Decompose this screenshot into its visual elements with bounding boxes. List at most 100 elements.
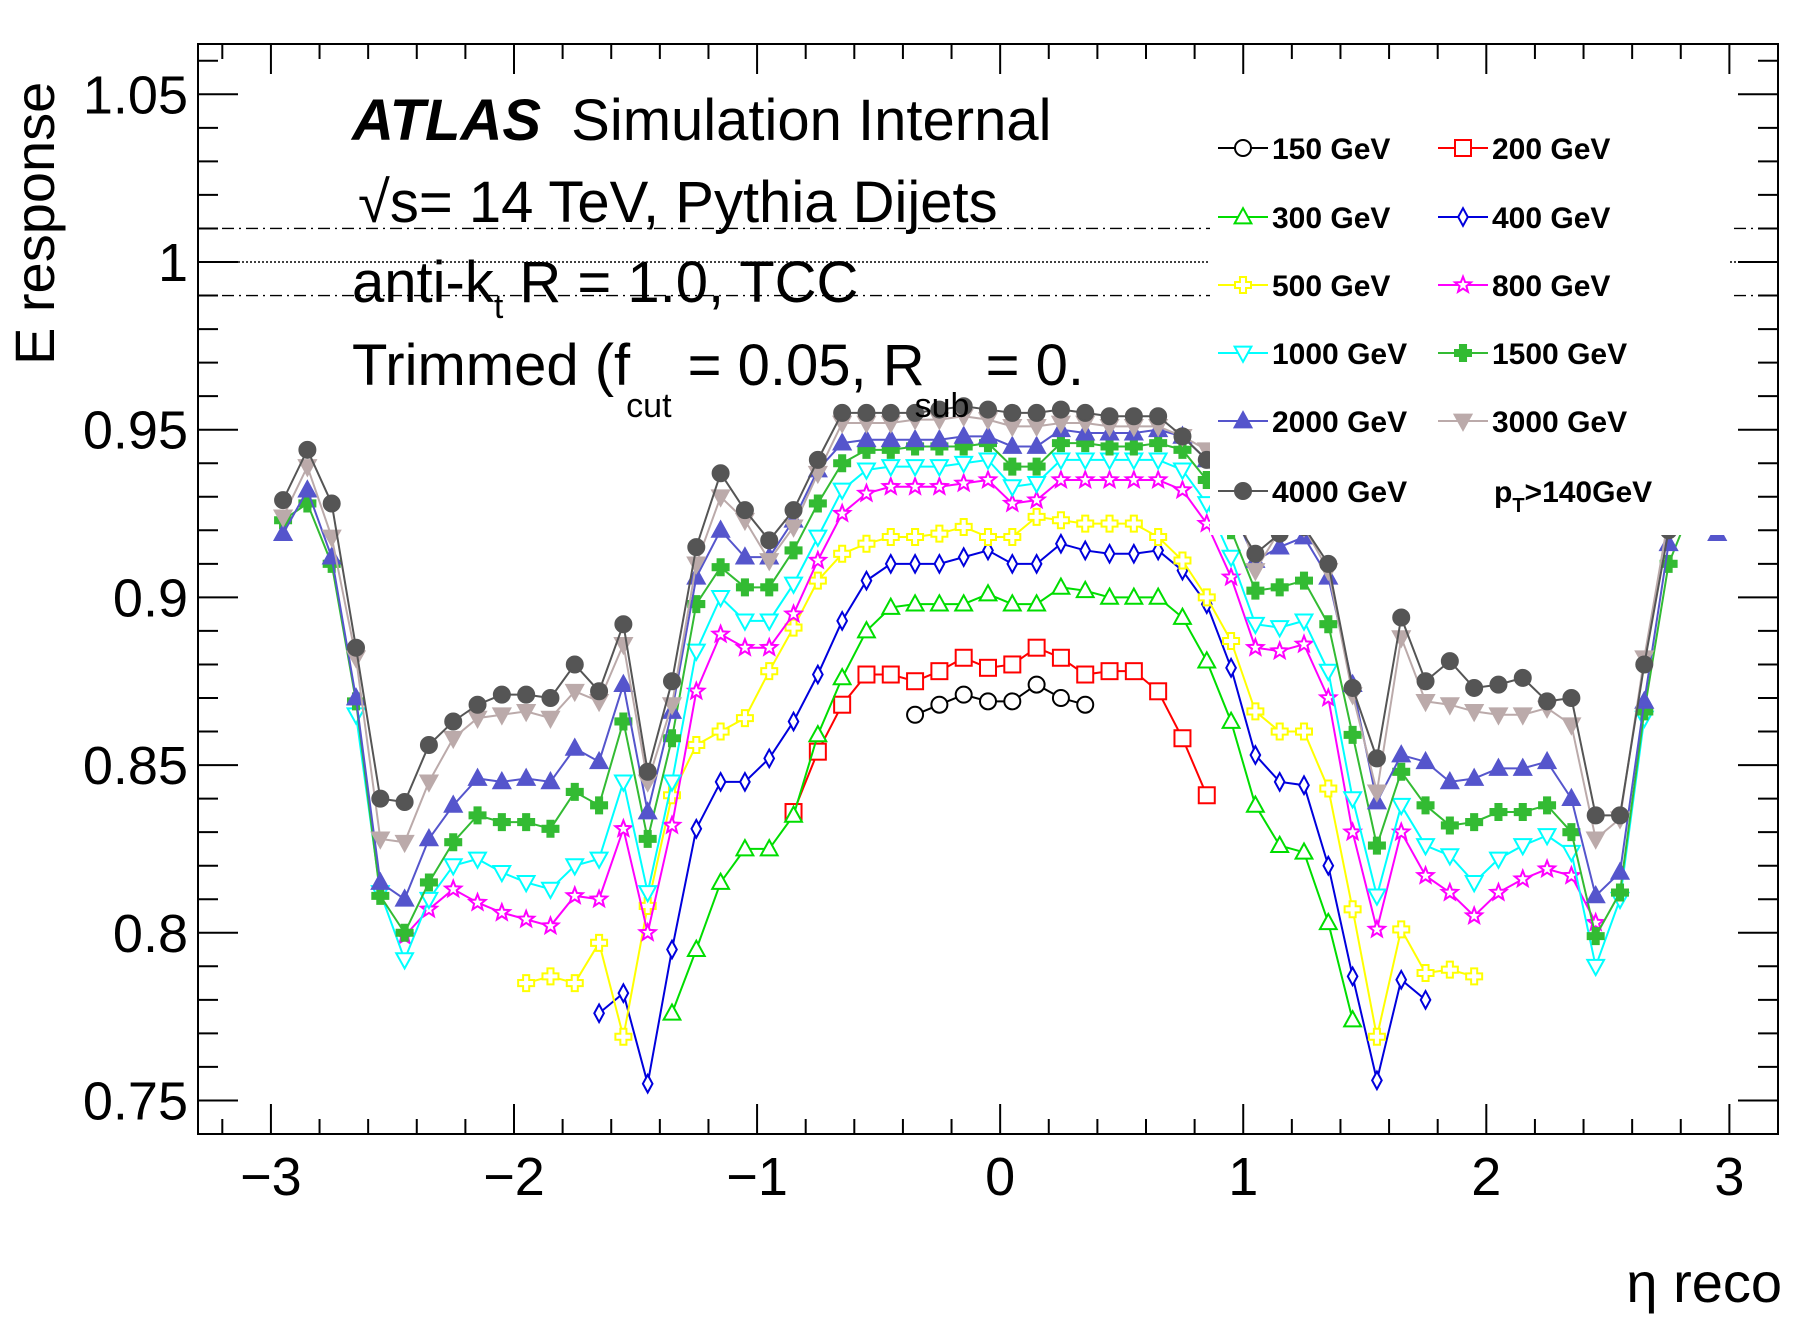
- data-point: [1172, 606, 1193, 625]
- data-point: [783, 804, 804, 823]
- data-point: [1319, 554, 1338, 573]
- data-point: [711, 722, 730, 741]
- y-tick-label: 0.8: [113, 904, 188, 964]
- data-point: [515, 908, 537, 929]
- data-point: [929, 459, 950, 478]
- data-point: [1439, 697, 1460, 716]
- data-point: [1585, 885, 1606, 904]
- data-point: [1173, 427, 1192, 446]
- data-point: [856, 428, 877, 448]
- data-point: [517, 813, 536, 832]
- legend-marker: [1232, 410, 1254, 429]
- data-point: [1536, 857, 1558, 879]
- data-point: [857, 665, 876, 684]
- data-point: [1319, 779, 1338, 798]
- data-point: [977, 583, 999, 602]
- axis-ticks: [198, 44, 1778, 1135]
- legend-marker: [1454, 344, 1472, 362]
- data-point: [1051, 511, 1070, 530]
- data-point: [1173, 551, 1192, 570]
- data-point: [1220, 710, 1242, 729]
- data-point: [833, 454, 852, 473]
- data-point: [954, 397, 973, 416]
- data-point: [614, 615, 633, 634]
- series-4000-gev: [274, 397, 1727, 825]
- legend-label: 2000 GeV: [1272, 406, 1407, 439]
- data-point: [1298, 774, 1310, 797]
- data-point: [1076, 514, 1095, 533]
- data-point: [1197, 588, 1216, 607]
- legend-pt-cut: pT>140GeV: [1494, 476, 1652, 517]
- series-800-gev: [393, 468, 1607, 946]
- legend-marker: [1454, 139, 1472, 157]
- data-point: [1050, 468, 1072, 490]
- data-point: [661, 774, 683, 793]
- data-point: [1439, 770, 1460, 790]
- data-point: [856, 462, 877, 481]
- data-point: [1391, 744, 1412, 763]
- data-point: [590, 933, 609, 952]
- data-point: [1538, 692, 1557, 711]
- data-point: [880, 459, 901, 478]
- data-point: [1270, 722, 1289, 741]
- data-point: [1076, 665, 1095, 684]
- data-point: [1322, 854, 1335, 877]
- data-point: [1103, 542, 1116, 565]
- data-point: [1246, 544, 1265, 563]
- data-point: [1415, 750, 1436, 770]
- legend-label: 800 GeV: [1492, 270, 1610, 303]
- data-point: [735, 709, 754, 728]
- data-point: [297, 459, 318, 478]
- data-point: [564, 683, 585, 703]
- data-point: [1512, 757, 1533, 776]
- data-point: [491, 770, 512, 790]
- data-point: [734, 838, 756, 857]
- data-point: [593, 1002, 606, 1025]
- data-point: [613, 673, 634, 692]
- data-point: [516, 875, 537, 894]
- data-point: [1027, 675, 1046, 694]
- data-point: [638, 829, 657, 848]
- legend-marker: [1234, 139, 1252, 157]
- data-point: [590, 796, 609, 815]
- data-point: [1172, 462, 1193, 481]
- data-point: [1003, 692, 1022, 711]
- y-tick-label: 1.05: [83, 65, 188, 125]
- data-point: [759, 838, 780, 857]
- energy-annotation: √s= 14 TeV, Pythia Dijets: [358, 170, 998, 235]
- data-point: [1003, 528, 1022, 547]
- data-point: [855, 482, 878, 503]
- x-tick-label: −3: [240, 1147, 302, 1207]
- data-point: [954, 648, 973, 667]
- data-point: [394, 834, 415, 854]
- data-point: [1225, 656, 1238, 679]
- data-point: [1050, 576, 1072, 595]
- data-point: [738, 770, 751, 793]
- series-line: [525, 515, 1475, 1037]
- data-point: [1124, 662, 1143, 681]
- legend-marker: [1234, 276, 1252, 294]
- data-point: [686, 938, 707, 957]
- data-point: [1197, 786, 1216, 805]
- annotation-block: ATLAS Simulation Internal √s= 14 TeV, Py…: [350, 88, 1084, 425]
- data-point: [1343, 725, 1362, 744]
- data-point: [1152, 539, 1165, 562]
- series-500-gev: [517, 507, 1484, 1046]
- data-point: [443, 794, 464, 813]
- data-point: [371, 789, 390, 808]
- data-point: [1536, 828, 1558, 847]
- data-point: [953, 472, 975, 493]
- data-point: [953, 593, 974, 612]
- data-point: [666, 938, 678, 961]
- series-1500-gev: [274, 434, 1727, 946]
- data-point: [1392, 608, 1411, 627]
- data-point: [1100, 437, 1119, 456]
- data-point: [1319, 615, 1338, 634]
- data-point: [1249, 744, 1262, 766]
- data-point: [1512, 707, 1533, 726]
- data-point: [1489, 803, 1508, 822]
- legend-marker: [1234, 482, 1252, 500]
- data-point: [1293, 841, 1315, 860]
- data-point: [565, 655, 584, 674]
- data-point: [1317, 686, 1339, 708]
